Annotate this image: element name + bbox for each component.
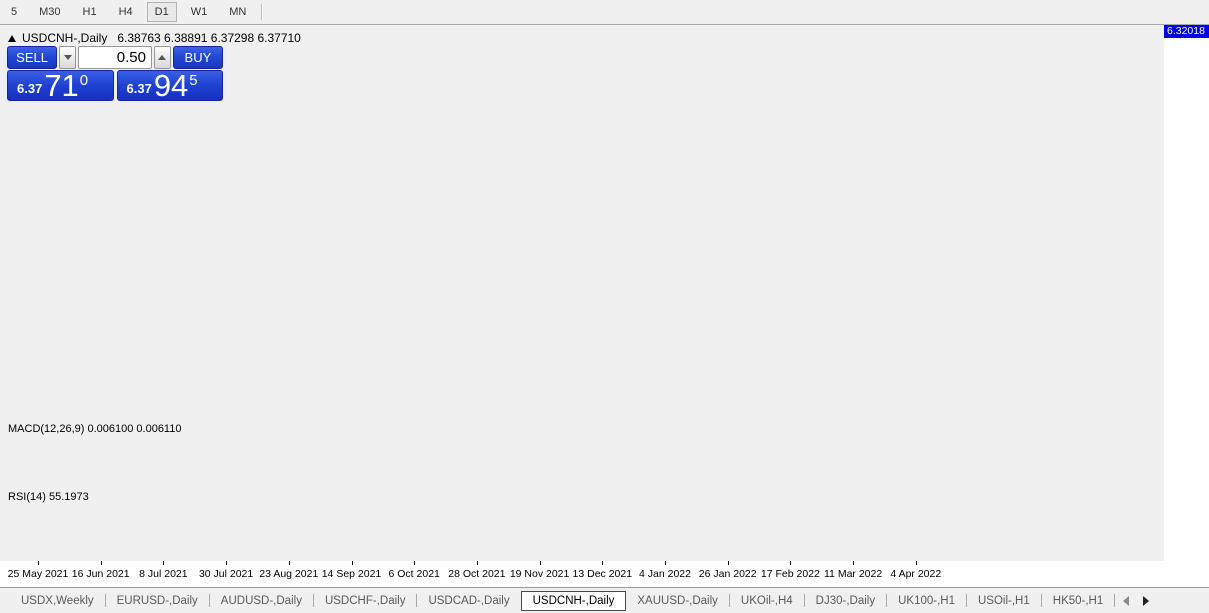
date-axis[interactable]: 25 May 2021 16 Jun 2021 8 Jul 2021 30 Jul 2… [0, 561, 1209, 587]
tab-separator [966, 594, 967, 607]
date-tick-mark [602, 561, 604, 565]
date-tick-mark [539, 561, 541, 565]
sell-price-prefix: 6.37 [17, 81, 43, 96]
date-tick-label: 26 Jan 2022 [698, 568, 757, 580]
lot-size-input[interactable] [78, 46, 152, 69]
date-tick-label: 16 Jun 2021 [71, 568, 130, 580]
timeframe-button-h4[interactable]: H4 [118, 6, 133, 18]
timeframe-button-m30[interactable]: M30 [39, 6, 61, 18]
timeframe-button-5[interactable]: 5 [11, 6, 18, 18]
collapse-triangle-icon[interactable] [8, 35, 16, 42]
trade-panel-prices: 6.37 71 0 6.37 94 5 [7, 70, 223, 101]
tab-separator [1040, 594, 1042, 607]
tab-separator [312, 594, 314, 607]
tab-scroll-right-icon[interactable] [1143, 595, 1150, 606]
buy-price-box[interactable]: 6.37 94 5 [116, 68, 223, 103]
timeframe-button-w1[interactable]: W1 [190, 6, 208, 18]
sell-price-main: 71 [44, 68, 79, 103]
tab-separator [1114, 594, 1116, 607]
one-click-trade-panel: SELL BUY 6.37 71 0 6.37 94 5 [7, 46, 223, 101]
price-chart-canvas[interactable] [0, 25, 1164, 561]
date-tick-label: 14 Sep 2021 [321, 568, 382, 580]
timeframe-toolbar: 5 M30 H1 H4 D1 W1 MN [0, 0, 1209, 25]
date-tick-mark [476, 561, 478, 565]
toolbar-separator [261, 4, 264, 20]
tab-scroll-left-icon[interactable] [1123, 595, 1130, 606]
date-tick-label: 4 Apr 2022 [890, 568, 942, 580]
symbol-tab-usdchf-daily[interactable]: USDCHF-,Daily [324, 594, 406, 607]
symbol-tab-usdcad-daily[interactable]: USDCAD-,Daily [428, 594, 510, 607]
timeframe-button-h1[interactable]: H1 [82, 6, 97, 18]
tab-separator [886, 594, 888, 607]
chart-title: USDCNH-,Daily 6.38763 6.38891 6.37298 6.3… [8, 31, 301, 45]
symbol-tab-usdcnh-daily[interactable]: USDCNH-,Daily [520, 590, 627, 611]
date-tick-mark [853, 561, 855, 565]
price-level-badge: 6.32018 [1164, 25, 1209, 38]
date-tick-mark [665, 561, 666, 565]
date-tick-mark [226, 561, 228, 565]
rsi-indicator-label: RSI(14) 55.1973 [8, 491, 89, 503]
symbol-tab-xauusd-daily[interactable]: XAUUSD-,Daily [637, 594, 718, 607]
symbol-tab-uk100-h1[interactable]: UK100-,H1 [898, 594, 955, 607]
sell-button[interactable]: SELL [7, 46, 58, 69]
trade-panel-controls: SELL BUY [7, 46, 223, 69]
price-axis[interactable]: 6.523706.503306.483506.463106.442706.422… [1164, 25, 1209, 561]
date-tick-mark [38, 561, 39, 565]
chart-symbol-label: USDCNH-,Daily [22, 31, 108, 45]
sell-price-pip: 0 [79, 72, 89, 89]
date-tick-label: 11 Mar 2022 [824, 568, 883, 580]
date-tick-label: 30 Jul 2021 [198, 568, 254, 580]
symbol-tab-dj30-daily[interactable]: DJ30-,Daily [815, 594, 876, 607]
buy-price-pip: 5 [189, 72, 198, 89]
date-tick-label: 4 Jan 2022 [639, 568, 691, 580]
timeframe-button-mn[interactable]: MN [229, 6, 247, 18]
date-tick-mark [288, 561, 290, 565]
tab-separator [803, 594, 805, 607]
date-tick-label: 17 Feb 2022 [760, 568, 820, 580]
timeframe-button-d1[interactable]: D1 [146, 2, 177, 22]
chevron-down-icon [63, 55, 72, 60]
date-tick-label: 25 May 2021 [7, 568, 69, 580]
date-tick-mark [351, 561, 353, 565]
symbol-tab-usoil-h1[interactable]: USOil-,H1 [978, 594, 1030, 607]
macd-indicator-label: MACD(12,26,9) 0.006100 0.006110 [8, 423, 182, 435]
date-tick-label: 19 Nov 2021 [509, 568, 570, 580]
buy-price-prefix: 6.37 [126, 81, 152, 96]
date-tick-label: 28 Oct 2021 [448, 568, 506, 580]
date-tick-mark [414, 561, 416, 565]
date-tick-mark [790, 561, 792, 565]
symbol-tab-hk50-h1[interactable]: HK50-,H1 [1052, 594, 1104, 607]
date-tick-mark [100, 561, 102, 565]
date-tick-label: 23 Aug 2021 [259, 568, 319, 580]
chevron-up-icon [158, 55, 167, 60]
tab-separator [208, 594, 210, 607]
date-tick-mark [915, 561, 917, 565]
symbol-tab-eurusd-daily[interactable]: EURUSD-,Daily [116, 594, 198, 607]
buy-button[interactable]: BUY [172, 46, 223, 69]
date-tick-label: 8 Jul 2021 [139, 568, 188, 580]
chart-ohlc-values: 6.38763 6.38891 6.37298 6.37710 [117, 31, 301, 45]
date-tick-label: 13 Dec 2021 [572, 568, 633, 580]
tab-separator [104, 594, 106, 607]
buy-price-main: 94 [153, 68, 189, 103]
symbol-tab-audusd-daily[interactable]: AUDUSD-,Daily [220, 594, 302, 607]
sell-price-box[interactable]: 6.37 71 0 [7, 70, 114, 101]
symbol-tab-ukoil-h4[interactable]: UKOil-,H4 [740, 594, 793, 607]
symbol-tab-bar: USDX,Weekly EURUSD-,Daily AUDUSD-,Daily USD… [0, 587, 1209, 613]
tab-separator [416, 594, 418, 607]
lot-decrease-button[interactable] [59, 46, 76, 69]
date-tick-mark [727, 561, 729, 565]
date-tick-mark [163, 561, 165, 565]
date-tick-label: 6 Oct 2021 [388, 568, 440, 580]
lot-increase-button[interactable] [154, 46, 171, 69]
symbol-tab-usdx-weekly[interactable]: USDX,Weekly [21, 594, 94, 607]
tab-separator [728, 594, 730, 607]
